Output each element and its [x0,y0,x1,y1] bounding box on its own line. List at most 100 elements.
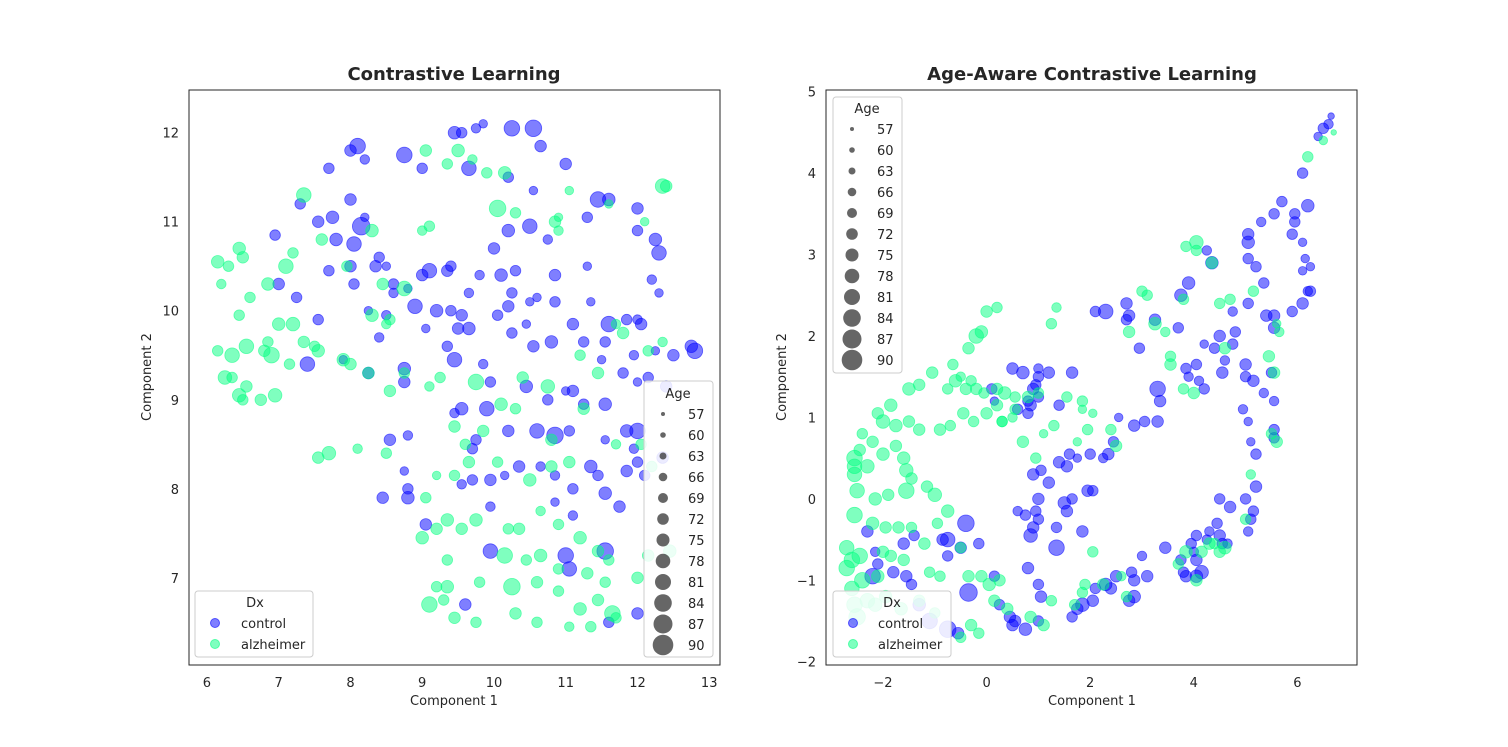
alzheimer-point [884,549,898,563]
alzheimer-point [1172,558,1185,570]
control-point [631,456,644,468]
alzheimer-point [581,567,594,580]
alzheimer-point [980,407,993,420]
control-point [1304,285,1317,297]
alzheimer-point [236,251,250,264]
control-point [534,139,547,153]
age-legend-marker [654,594,672,612]
alzheimer-point [1051,302,1062,313]
control-point [1255,216,1267,228]
alzheimer-point [509,403,522,415]
control-point [598,486,612,500]
x-tick-label: 0 [982,676,990,691]
alzheimer-point [846,506,863,524]
control-point [631,607,644,620]
alzheimer-point [879,521,892,534]
alzheimer-point [1077,404,1088,415]
alzheimer-point [1195,545,1208,559]
control-point [346,236,362,252]
alzheimer-point [574,349,586,361]
age-legend-label: 66 [688,471,705,486]
age-legend-marker [844,268,860,284]
control-point [1260,309,1273,322]
alzheimer-point [660,179,673,193]
alzheimer-point [897,553,910,567]
alzheimer-point [980,305,993,318]
x-axis-label: Component 1 [1048,694,1136,709]
age-legend: Age 57 60 63 66 69 72 75 78 81 84 87 90 [643,380,714,658]
alzheimer-point [1213,297,1226,310]
alzheimer-point [553,212,564,223]
control-point [1022,407,1034,420]
y-tick-label: 1 [808,411,816,426]
alzheimer-point [488,199,507,218]
y-tick-label: −1 [797,574,816,589]
alzheimer-point [272,317,286,331]
alzheimer-point [1190,574,1203,587]
control-point [1097,452,1109,464]
control-point [1076,525,1089,538]
alzheimer-point [564,621,575,632]
control-point [631,202,644,215]
legend-alzheimer-marker [210,639,220,649]
control-point [1199,339,1209,349]
alzheimer-point [470,616,482,629]
control-point [502,300,515,313]
age-legend-marker [658,472,668,482]
alzheimer-point [1081,423,1094,436]
alzheimer-point [1262,350,1276,363]
alzheimer-point [1016,435,1030,449]
alzheimer-point [962,342,975,355]
control-point [1190,529,1203,542]
alzheimer-point [448,611,461,625]
control-point [973,537,985,550]
alzheimer-point [1148,317,1162,331]
age-legend-marker [847,187,857,197]
y-tick-label: 3 [808,249,816,264]
alzheimer-point [285,316,301,332]
alzheimer-point [838,559,855,577]
control-point [445,305,457,317]
alzheimer-point [419,144,433,157]
alzheimer-point [297,335,311,349]
alzheimer-point [898,482,915,499]
control-point [272,277,285,291]
control-point [401,491,415,505]
alzheimer-point [1239,513,1252,525]
control-point [548,268,562,282]
alzheimer-point [1177,383,1190,395]
control-point [592,469,604,482]
x-tick-label: 12 [629,676,646,691]
control-point [654,288,664,298]
alzheimer-point [1072,437,1083,447]
control-point [897,537,910,550]
x-tick-label: 4 [1190,676,1198,691]
age-legend-label: 63 [688,450,705,465]
alzheimer-point [1037,618,1050,632]
control-point [1153,394,1167,408]
control-point [1258,387,1270,399]
alzheimer-point [384,313,396,326]
x-tick-label: 6 [203,676,211,691]
alzheimer-point [398,367,411,379]
alzheimer-point [856,428,869,440]
x-tick-label: 11 [557,676,574,691]
alzheimer-point [362,366,375,380]
control-point [1063,448,1076,460]
control-point [506,287,518,299]
alzheimer-point [238,338,255,355]
control-point [617,367,629,379]
alzheimer-point [267,388,283,403]
alzheimer-point [1180,240,1192,253]
control-point [557,547,574,564]
control-point [1087,485,1099,497]
control-point [634,317,648,331]
control-point [359,154,371,165]
plot-title: Contrastive Learning [347,64,560,85]
contrastive-learning-plot: Contrastive Learning 6 7 8 9 10 11 12 13 789101… [140,64,721,709]
alzheimer-point [1024,610,1037,624]
alzheimer-point [1116,571,1127,582]
control-point [646,274,658,285]
alzheimer-point [455,522,468,536]
control-point [325,210,340,225]
